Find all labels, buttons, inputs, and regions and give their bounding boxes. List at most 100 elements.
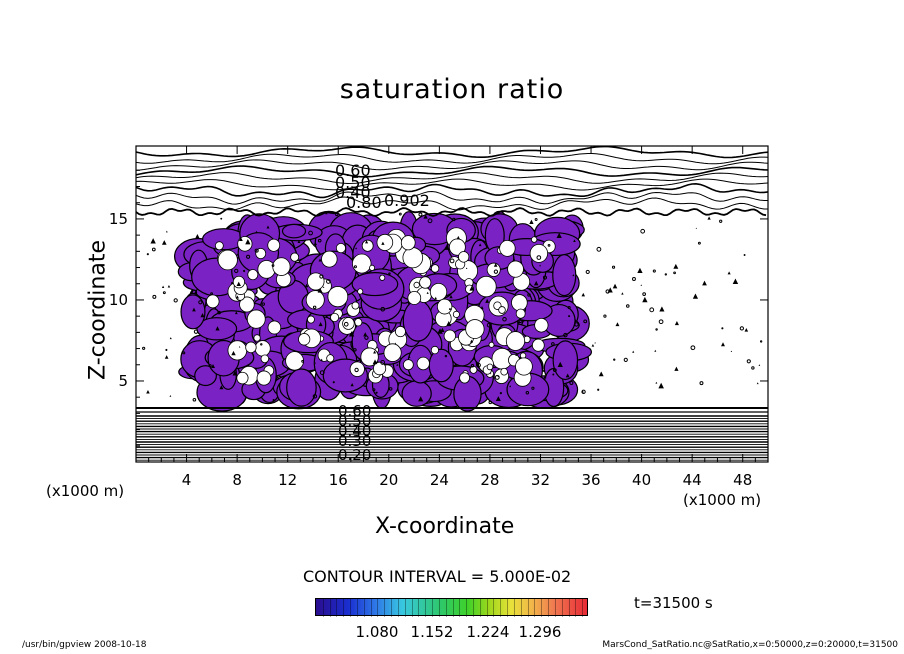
fill-hole <box>443 329 456 343</box>
colorbar-tick <box>411 599 413 617</box>
contour-speckle <box>642 292 646 296</box>
fill-hole <box>488 341 495 348</box>
contour-speckle <box>585 269 590 275</box>
fill-hole <box>459 372 471 384</box>
contour-line <box>136 172 768 185</box>
contour-speckle <box>476 362 481 368</box>
contour-speckle <box>304 283 309 288</box>
contour-speckles <box>142 212 763 405</box>
fill-hole <box>236 371 249 385</box>
colorbar-tick <box>322 599 324 617</box>
fill-hole <box>534 317 549 333</box>
fill-hole <box>327 286 349 308</box>
fill-hole <box>257 260 276 279</box>
contour-speckle <box>444 354 448 358</box>
contour-speckle <box>208 364 212 368</box>
contour-speckle <box>591 344 595 347</box>
fill-hole <box>465 319 485 339</box>
contour-speckle <box>235 295 239 299</box>
x-tick-label: 28 <box>480 471 499 489</box>
fill-patch <box>552 254 577 297</box>
fill-hole <box>507 260 524 278</box>
contour-speckle <box>322 286 325 288</box>
colorbar-tick <box>486 599 488 617</box>
contour-speckle <box>551 342 555 346</box>
contour-speckle <box>332 320 334 322</box>
fill-hole <box>515 357 533 376</box>
contour-speckle <box>654 349 657 352</box>
contour-speckle <box>195 234 200 239</box>
contour-speckle <box>611 265 616 269</box>
x-tick-label: 8 <box>232 471 242 489</box>
contour-speckle <box>243 269 246 273</box>
contour-speckle <box>547 244 551 247</box>
contour-line <box>136 146 768 159</box>
contour-line <box>136 178 768 191</box>
fill-hole <box>307 315 315 324</box>
contour-speckle <box>380 360 386 365</box>
fill-hole <box>407 290 422 305</box>
contour-speckle <box>612 283 618 289</box>
fill-hole <box>214 241 224 251</box>
fill-hole <box>531 338 545 352</box>
plot-area <box>136 146 768 461</box>
contour-speckle <box>746 359 751 364</box>
fill-patch <box>180 294 206 330</box>
contour-speckle <box>525 391 530 395</box>
fill-hole <box>383 343 402 362</box>
contour-speckle <box>312 394 318 399</box>
contour-speckle <box>245 239 251 245</box>
contour-speckle <box>161 285 165 288</box>
contour-speckle <box>509 385 512 388</box>
colorbar-tick <box>568 599 570 617</box>
fill-hole <box>469 365 478 374</box>
fill-hole <box>306 272 325 291</box>
colorbar-tick <box>479 599 481 617</box>
contour-speckle <box>260 343 263 346</box>
contour-speckle <box>332 381 335 384</box>
colorbar-tick <box>527 599 529 617</box>
contour-speckle <box>493 263 498 267</box>
contour-line <box>136 196 768 211</box>
fill-hole <box>429 282 448 301</box>
fill-patch <box>351 272 399 297</box>
contour-speckle <box>423 214 428 219</box>
contour-speckle <box>231 281 234 285</box>
fill-hole <box>515 308 526 319</box>
contour-value-label: 0.60 <box>335 161 371 180</box>
contour-speckle <box>692 293 699 299</box>
contour-speckle <box>730 350 733 353</box>
contour-speckle <box>640 284 643 286</box>
fill-hole <box>400 235 416 251</box>
fill-hole <box>416 356 430 371</box>
contour-speckle <box>169 394 172 397</box>
contour-speckle <box>266 225 270 229</box>
x-tick-label: 16 <box>329 471 348 489</box>
contour-speckle <box>319 274 324 279</box>
contour-speckle <box>652 269 656 273</box>
contour-speckle <box>456 235 461 240</box>
contour-speckle <box>615 322 620 327</box>
fill-hole <box>253 334 261 342</box>
fill-hole <box>349 361 365 377</box>
fill-hole <box>379 274 386 281</box>
fill-hole <box>369 264 376 271</box>
fill-hole <box>402 359 414 371</box>
x-tick-label: 48 <box>733 471 752 489</box>
fill-hole <box>335 242 346 254</box>
contour-speckle <box>621 292 624 295</box>
contour-speckle <box>490 372 492 375</box>
contour-speckle <box>398 212 402 216</box>
colorbar-tick <box>459 599 461 617</box>
contour-speckle <box>552 373 555 376</box>
contour-speckle <box>486 322 492 328</box>
fill-hole <box>326 354 335 363</box>
contour-speckle <box>534 218 538 222</box>
contour-speckle <box>721 327 724 330</box>
contour-speckle <box>220 217 223 220</box>
contour-speckle <box>581 390 584 393</box>
contour-speckle <box>164 355 169 359</box>
contour-value-label: 0.50 <box>335 173 371 192</box>
fill-hole <box>361 239 374 252</box>
